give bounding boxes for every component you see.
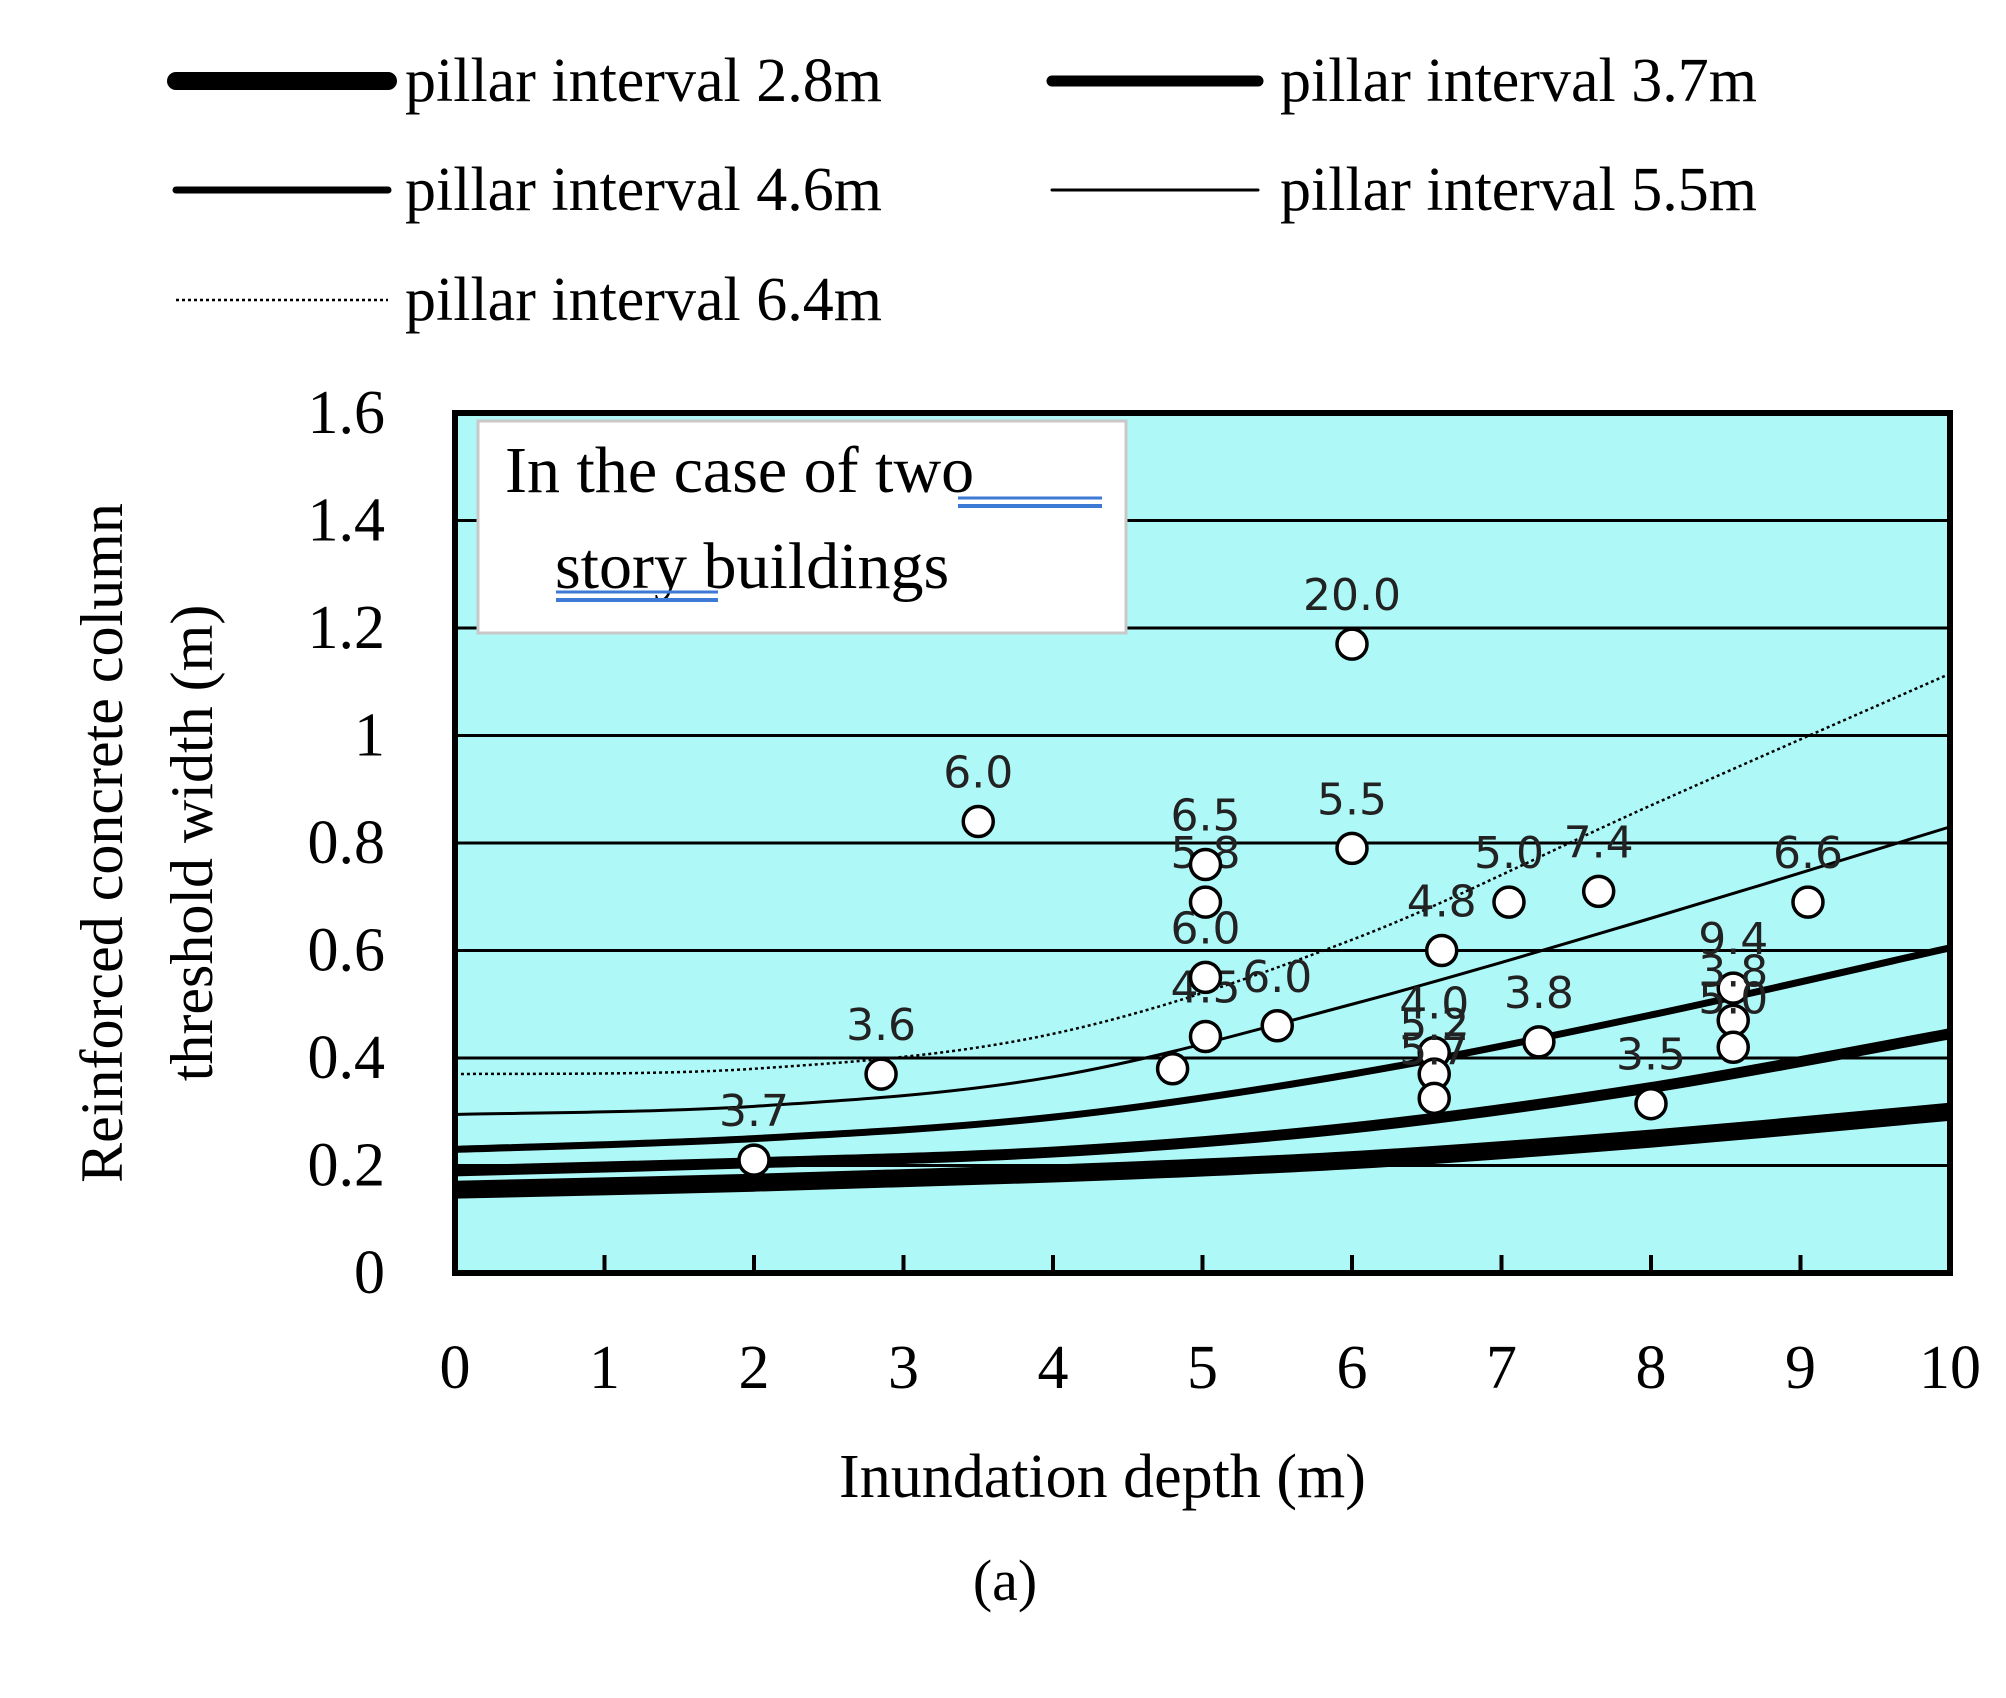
data-label-15: 5.0: [1474, 828, 1544, 879]
series-line-0: [454, 1102, 1951, 1199]
legend-label-2: pillar interval 4.6m: [405, 156, 882, 224]
x-tick-label-3: 3: [888, 1334, 919, 1402]
x-tick-label-10: 10: [1919, 1334, 1981, 1402]
x-tick-label-7: 7: [1486, 1334, 1517, 1402]
series-line-2: [454, 944, 1951, 1153]
x-axis-label: Inundation depth (m): [839, 1443, 1366, 1511]
y-axis-label-line-1: threshold width (m): [159, 605, 225, 1082]
x-tick-label-4: 4: [1038, 1334, 1069, 1402]
legend-label-1: pillar interval 3.7m: [1280, 47, 1757, 115]
data-label-2: 6.0: [943, 748, 1013, 799]
series-line-4: [454, 672, 1951, 1076]
data-point-5: [1188, 960, 1223, 995]
legend-label-4: pillar interval 6.4m: [405, 266, 882, 334]
legend: pillar interval 2.8m pillar interval 3.7m…: [167, 47, 1757, 334]
legend-label-0: pillar interval 2.8m: [405, 47, 882, 115]
data-label-18: 3.5: [1616, 1030, 1686, 1081]
figure-sublabel: (a): [973, 1548, 1037, 1613]
annotation-box-frame: [476, 419, 1128, 635]
data-label-20: 3.8: [1698, 946, 1768, 997]
data-point-14: [1424, 933, 1459, 968]
data-label-11: 4.0: [1399, 979, 1469, 1030]
legend-label-3: pillar interval 5.5m: [1280, 156, 1757, 224]
y-axis-label-line-0: Reinforced concrete column: [69, 503, 135, 1183]
x-tick-label-1: 1: [589, 1334, 620, 1402]
x-tick-label-8: 8: [1636, 1334, 1667, 1402]
data-point-19: [1716, 971, 1750, 1005]
data-point-22: [1791, 885, 1825, 919]
data-label-10: 5.5: [1317, 774, 1387, 825]
data-point-10: [1335, 831, 1369, 866]
x-tick-label-9: 9: [1785, 1334, 1816, 1402]
data-label-8: 6.0: [1242, 952, 1312, 1003]
x-tick-label-6: 6: [1337, 1334, 1368, 1402]
data-point-1: [864, 1057, 898, 1091]
y-axis-label: Reinforced concrete column threshold widt…: [69, 503, 225, 1183]
data-point-9: [1335, 627, 1369, 661]
data-point-7: [1188, 847, 1223, 882]
data-label-22: 6.6: [1773, 828, 1843, 879]
data-label-21: 5.0: [1698, 973, 1768, 1024]
data-label-1: 3.6: [846, 1000, 916, 1051]
data-point-4: [1188, 1019, 1223, 1054]
data-point-0: [737, 1143, 771, 1177]
y-tick-label-0: 0: [354, 1239, 385, 1307]
annotation-box: In the case of two story buildings: [476, 419, 1128, 635]
y-axis: 0 0.2 0.4 0.6 0.8 1 1.2 1.4 1.6 Reinforced concre…: [69, 379, 385, 1307]
data-label-0: 3.7: [719, 1086, 789, 1137]
data-point-15: [1492, 885, 1526, 919]
data-label-12: 5.2: [1399, 1000, 1469, 1051]
y-tick-label-6: 1.2: [308, 594, 386, 662]
x-tick-label-2: 2: [739, 1334, 770, 1402]
data-label-14: 4.8: [1407, 877, 1477, 928]
data-point-2: [961, 804, 995, 839]
data-label-9: 20.0: [1303, 570, 1401, 621]
data-label-13: 5.7: [1399, 1024, 1469, 1075]
data-point-21: [1716, 1030, 1750, 1064]
data-point-6: [1188, 885, 1223, 919]
data-point-18: [1634, 1086, 1668, 1121]
data-label-7: 6.5: [1170, 791, 1240, 842]
y-tick-label-5: 1: [354, 702, 385, 770]
data-point-3: [1155, 1052, 1190, 1086]
x-axis: 0 1 2 3 4 5 6 7 8 9 10 Inundation depth (m): [440, 1334, 1982, 1511]
data-label-19: 9.4: [1698, 914, 1768, 965]
series-line-1: [454, 1028, 1951, 1177]
data-point-13: [1417, 1081, 1451, 1116]
x-tick-label-0: 0: [440, 1334, 471, 1402]
x-tick-label-5: 5: [1187, 1334, 1218, 1402]
y-tick-label-3: 0.6: [308, 917, 386, 985]
y-tick-label-8: 1.6: [308, 379, 386, 447]
y-tick-label-4: 0.8: [308, 809, 386, 877]
data-point-17: [1581, 874, 1616, 909]
y-tick-label-7: 1.4: [308, 487, 386, 555]
data-point-16: [1522, 1025, 1556, 1059]
y-tick-label-2: 0.4: [308, 1024, 386, 1092]
annotation-line-1: In the case of two: [505, 434, 974, 507]
data-point-8: [1260, 1009, 1294, 1043]
y-tick-label-1: 0.2: [308, 1132, 386, 1200]
data-label-16: 3.8: [1504, 968, 1574, 1019]
plot-frame: [452, 410, 1953, 1276]
data-label-17: 7.4: [1564, 817, 1634, 868]
